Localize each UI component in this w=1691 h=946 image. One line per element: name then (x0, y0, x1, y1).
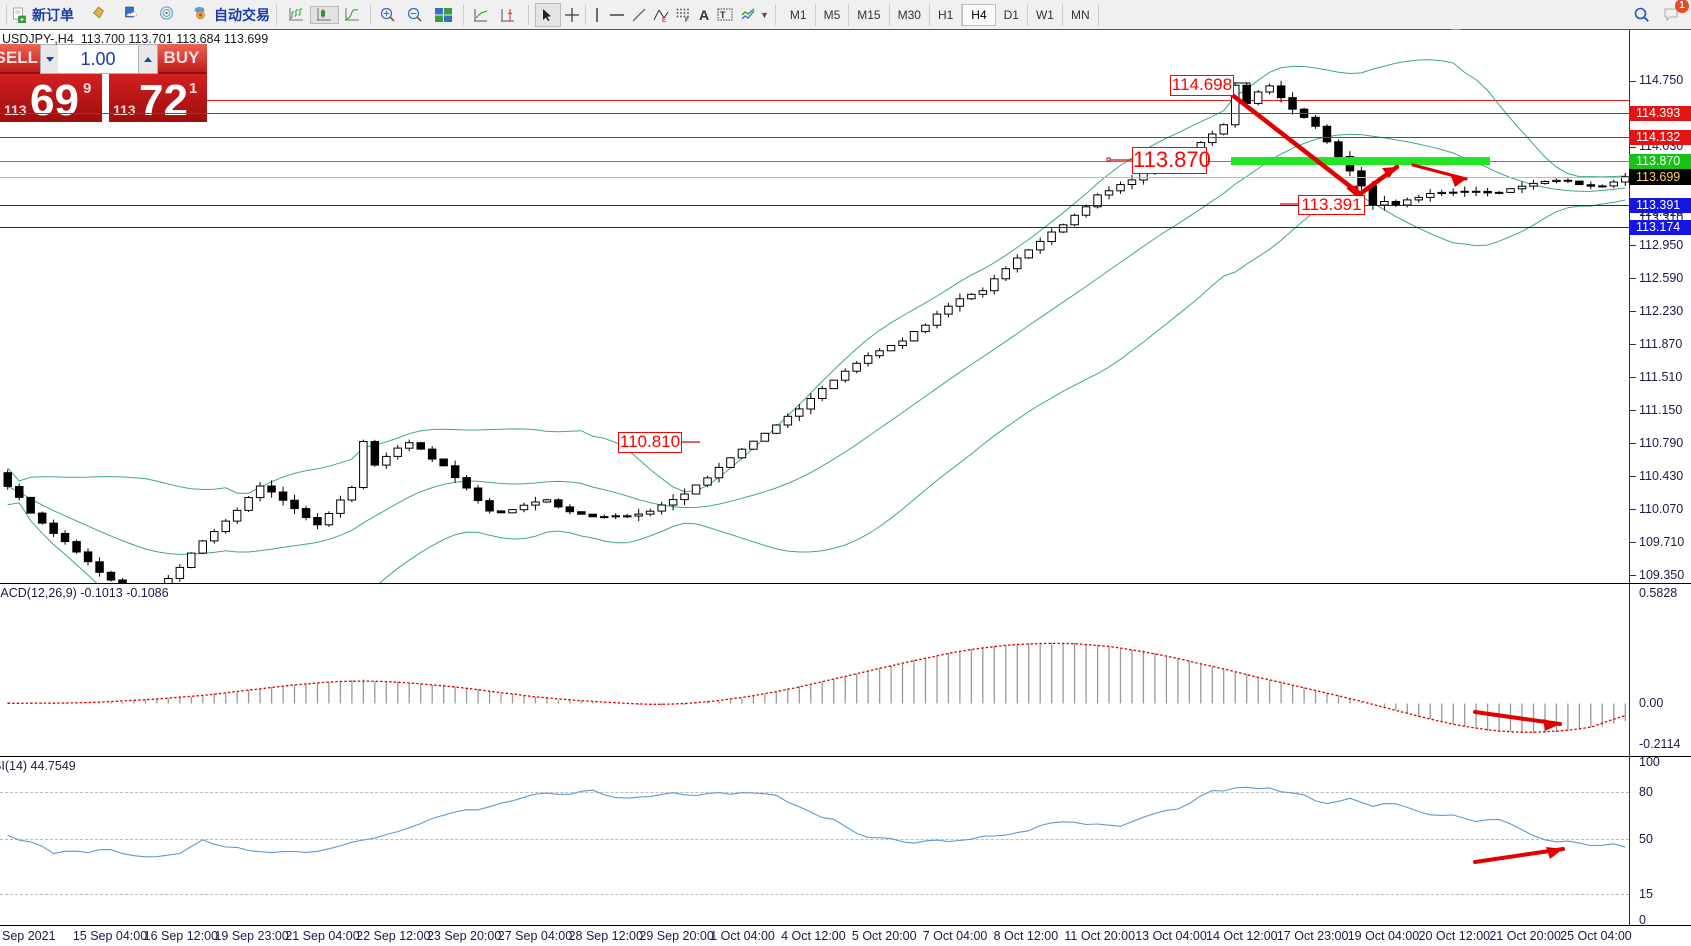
svg-text:F: F (685, 18, 689, 22)
svg-text:T: T (720, 10, 726, 20)
svg-text:E: E (662, 18, 666, 22)
